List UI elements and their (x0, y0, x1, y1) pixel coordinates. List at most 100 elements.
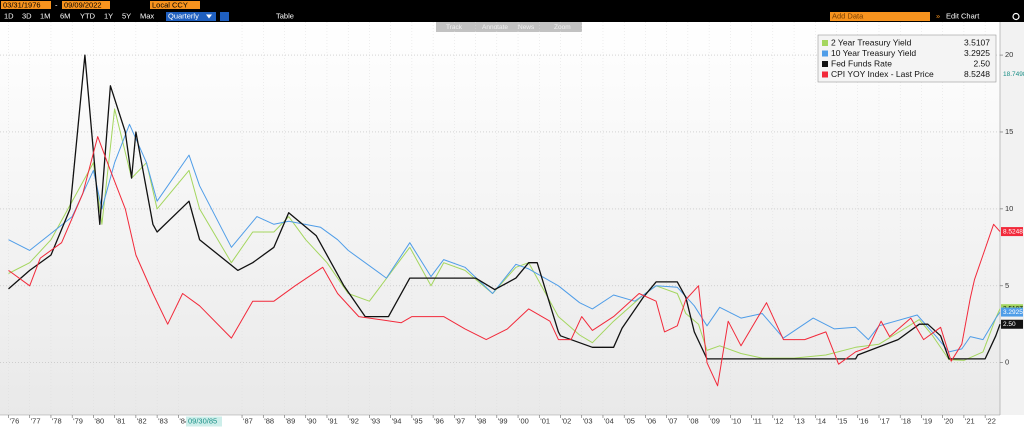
x-tick-label: '03 (583, 416, 593, 425)
y-tick-label: 0 (1005, 358, 1009, 367)
add-data-field[interactable] (830, 12, 930, 21)
frequency[interactable]: Quarterly (168, 11, 199, 20)
series-line (8, 123, 1001, 353)
range-button[interactable]: YTD (80, 11, 96, 20)
legend-value: 3.5107 (964, 37, 990, 47)
range-button[interactable]: 6M (60, 11, 70, 20)
legend-label: 2 Year Treasury Yield (831, 37, 912, 47)
range-button[interactable]: 3D (22, 11, 32, 20)
frequency-button[interactable] (166, 12, 216, 21)
x-tick-label: '13 (795, 416, 805, 425)
settings-icon[interactable] (1012, 12, 1020, 21)
x-tick-label: '14 (816, 416, 826, 425)
toolbar (0, 0, 1024, 22)
x-tick-label: '94 (392, 416, 402, 425)
x-tick-label: '98 (477, 416, 487, 425)
x-tick-label: '18 (901, 416, 911, 425)
chart-tool[interactable]: Zoom (554, 24, 571, 31)
series-line (8, 108, 1001, 361)
legend-value: 3.2925 (964, 48, 990, 58)
currency[interactable]: Local CCY (152, 0, 188, 9)
x-tick-label: '11 (753, 416, 762, 425)
x-tick-label: '78 (52, 416, 62, 425)
x-tick-label: '19 (922, 416, 932, 425)
last-value-tag (1001, 307, 1023, 317)
legend-swatch (822, 61, 828, 67)
chart: 0 5 10 15 20 '76 '77 '78 '79 '80 '81 '82 '83 '84 '87 '8… (0, 22, 1024, 427)
x-tick-label: '90 (307, 416, 317, 425)
last-value-tag (1001, 227, 1023, 237)
y-tick-label: 20 (1005, 50, 1013, 59)
legend-label: 10 Year Treasury Yield (831, 48, 916, 58)
cursor-value: 18.7498 (1003, 71, 1024, 78)
cursor-label-box (186, 416, 222, 427)
x-tick-label: '88 (264, 416, 274, 425)
x-tick-label: '22 (986, 416, 996, 425)
last-value-label: 3.2925 (1003, 309, 1023, 316)
currency-field[interactable] (150, 1, 200, 9)
x-tick-label: '15 (838, 416, 848, 425)
date-field[interactable] (1, 1, 51, 9)
range-button[interactable]: 1D (4, 11, 14, 20)
x-tick-label: '97 (455, 416, 465, 425)
x-tick-label: '07 (668, 416, 678, 425)
date-field[interactable] (62, 1, 110, 9)
x-tick-label: '12 (774, 416, 784, 425)
chart-tools-items: Track Annotate News Zoom (446, 24, 571, 31)
add-data[interactable]: Add Data (832, 11, 864, 20)
cursor-label: 09/30/85 (188, 416, 217, 425)
x-tick-label: '00 (519, 416, 529, 425)
x-tick-label: '08 (689, 416, 699, 425)
last-value-label: 2.50 (1003, 321, 1016, 328)
legend-value: 2.50 (973, 58, 990, 68)
x-tick-label: '82 (137, 416, 147, 425)
last-value-label: 8.5248 (1003, 228, 1023, 235)
chart-tool[interactable]: Track (446, 24, 463, 31)
start-date[interactable]: 03/31/1976 (3, 0, 41, 9)
series-line (8, 54, 1001, 360)
x-tick-label: '21 (965, 416, 975, 425)
series-line (8, 136, 1001, 387)
x-tick-label: '10 (731, 416, 741, 425)
x-tick-label: '83 (158, 416, 168, 425)
x-tick-label: '17 (880, 416, 890, 425)
x-tick-label: '96 (434, 416, 444, 425)
x-tick-label: '77 (31, 416, 41, 425)
legend-swatch (822, 71, 828, 78)
x-tick-label: '05 (625, 416, 635, 425)
edit-chart[interactable]: Edit Chart (946, 11, 980, 20)
x-tick-label: '04 (604, 416, 614, 425)
x-tick-label: '79 (73, 416, 83, 425)
x-tick-label: '87 (243, 416, 253, 425)
x-tick-label: '20 (944, 416, 954, 425)
legend-value: 8.5248 (964, 69, 990, 79)
x-tick-label: '16 (859, 416, 869, 425)
range-button[interactable]: 1Y (104, 11, 113, 20)
x-tick-label: '76 (9, 416, 19, 425)
range-button[interactable]: 5Y (122, 11, 131, 20)
icon-button[interactable] (220, 12, 229, 21)
y-tick-label: 15 (1005, 127, 1013, 136)
y-tick-label: 10 (1005, 204, 1013, 213)
chart-tool[interactable]: News (518, 24, 535, 31)
axis-area (1000, 22, 1024, 415)
x-tick-label: '06 (646, 416, 656, 425)
last-value-tag (1001, 319, 1023, 329)
chart-tool[interactable]: Annotate (482, 24, 508, 31)
y-tick-label: 5 (1005, 281, 1009, 290)
x-tick-label: '84 (179, 416, 189, 425)
x-tick-label: '81 (116, 416, 126, 425)
x-tick-label: '09 (710, 416, 720, 425)
dropdown-arrow (206, 14, 212, 19)
x-tick-label: '99 (498, 416, 508, 425)
table-button[interactable]: Table (276, 11, 294, 20)
range-button[interactable]: Max (140, 11, 154, 20)
end-date[interactable]: 09/09/2022 (64, 0, 102, 9)
range-button[interactable]: 1M (40, 11, 50, 20)
edit-arrow: » (936, 11, 940, 20)
x-tick-label: '89 (286, 416, 296, 425)
x-tick-label: '91 (328, 416, 338, 425)
x-axis-area (0, 415, 1024, 427)
x-tick-label: '92 (349, 416, 359, 425)
